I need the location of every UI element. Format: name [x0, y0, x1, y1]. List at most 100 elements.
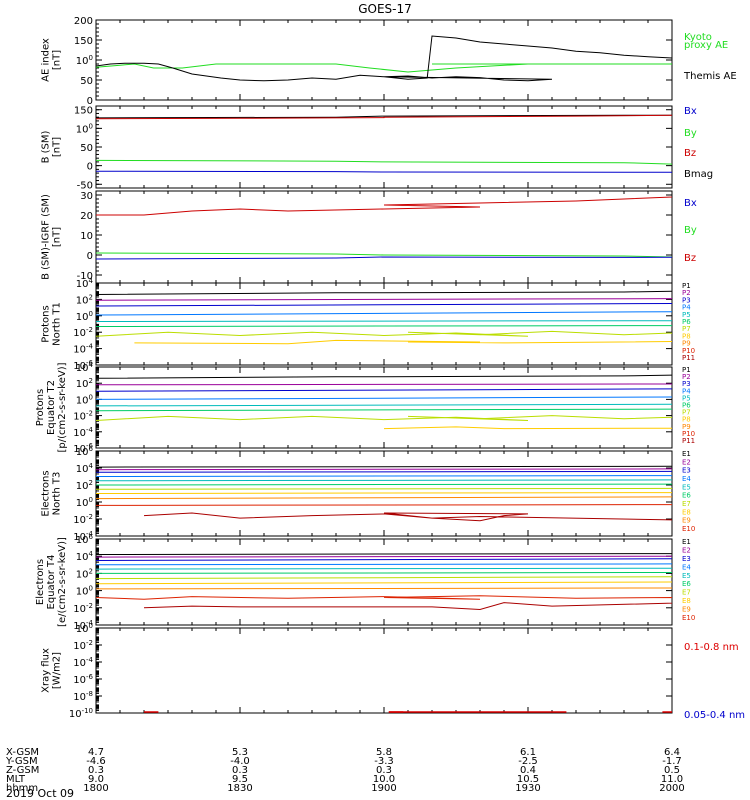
y-tick-label: 50 — [80, 76, 93, 87]
channel-legend: P6 — [682, 402, 691, 410]
channel-legend: E9 — [682, 517, 691, 525]
series-line — [96, 475, 672, 477]
ephemeris-tick-value: 0.3 — [88, 765, 104, 776]
series-line — [96, 479, 672, 482]
y-tick-label: 50 — [80, 143, 93, 154]
legend-entry: 0.1-0.8 nm — [684, 642, 739, 653]
series-line — [96, 487, 672, 490]
series-line — [96, 330, 672, 337]
y-axis-label: AE index — [41, 38, 52, 82]
channel-legend: E7 — [682, 500, 691, 508]
series-line — [96, 415, 672, 421]
series-line — [96, 114, 672, 119]
channel-legend: E4 — [682, 563, 691, 571]
ephemeris-tick-value: 1900 — [371, 783, 396, 794]
legend-entry: By — [684, 225, 697, 236]
series-line — [96, 196, 672, 216]
y-tick-label: 10-6 — [73, 442, 93, 455]
legend-entry: Bmag — [684, 169, 713, 180]
channel-legend: E2 — [682, 458, 691, 466]
series-line — [96, 298, 672, 301]
y-axis-label: Protons — [35, 389, 46, 426]
y-axis-label: Xray flux — [41, 648, 52, 693]
channel-legend: P4 — [682, 387, 691, 395]
channel-legend: E3 — [682, 467, 691, 475]
y-tick-label: 104 — [76, 550, 94, 563]
y-tick-label: 10-2 — [73, 602, 93, 615]
y-axis-label: North T1 — [52, 302, 63, 346]
y-tick-label: 10-2 — [73, 326, 93, 339]
channel-legend: P3 — [682, 296, 691, 304]
data-layer — [96, 553, 672, 611]
ephemeris-tick-value: 2000 — [659, 783, 684, 794]
channel-legend: P11 — [682, 354, 695, 362]
channel-legend: P3 — [682, 380, 691, 388]
y-tick-label: 102 — [76, 293, 93, 306]
legend-entry: Kyoto — [684, 32, 712, 43]
panel-db: -10 0 10 20 30 B (SM)-IGRF (SM) [nT] Bx By Bz — [41, 190, 697, 284]
y-axis-label: Equator T4 — [46, 555, 57, 610]
series-line — [143, 600, 672, 611]
series-line — [96, 465, 672, 468]
y-tick-label: 0 — [87, 96, 93, 107]
series-line — [96, 159, 672, 165]
channel-legend: P6 — [682, 318, 691, 326]
y-axis-label: Electrons — [41, 470, 52, 516]
legend-entry: Themis AE — [683, 71, 737, 82]
series-line — [96, 572, 672, 574]
channel-legend: P2 — [682, 289, 691, 297]
y-axis-label: [W/m2] — [52, 652, 63, 689]
ephemeris-tick-value: -4.0 — [230, 756, 250, 767]
series-line — [383, 426, 672, 430]
series-line — [96, 558, 672, 561]
data-layer — [96, 290, 672, 345]
series-line — [96, 35, 672, 82]
series-line — [96, 595, 672, 600]
date-label: 2019 Oct 09 — [6, 787, 74, 800]
series-line — [96, 504, 672, 506]
channel-legend: P8 — [682, 416, 691, 424]
legend-entry: By — [684, 128, 697, 139]
y-tick-label: 100 — [76, 585, 93, 598]
legend-entry: proxy AE — [684, 40, 728, 51]
panel-frame — [95, 627, 673, 714]
y-tick-label: 10-4 — [73, 530, 93, 543]
panel-frame — [95, 366, 673, 449]
panel-b: -50 0 50 100 150 B (SM) [nT] Bx By Bz Bmag — [41, 105, 713, 191]
series-line — [96, 496, 672, 500]
y-tick-label: 10-2 — [73, 513, 93, 526]
ephemeris-tick-value: 1830 — [227, 783, 252, 794]
legend-entry: Bx — [684, 106, 697, 117]
series-line — [96, 553, 672, 555]
series-line — [96, 383, 672, 386]
y-tick-label: 104 — [76, 361, 94, 374]
channel-legend: E10 — [682, 525, 695, 533]
ephemeris-tick-value: 11.0 — [661, 774, 683, 785]
panel-e_equator: 10-4 10-2 100 102 104 106 Electrons Equator T4[… — [35, 533, 695, 632]
channel-legend: P8 — [682, 332, 691, 340]
data-layer — [96, 196, 672, 260]
y-tick-label: 100 — [76, 310, 93, 323]
ephemeris-tick-value: 0.3 — [232, 765, 248, 776]
series-line — [96, 252, 672, 258]
ephemeris-row-label: MLT — [6, 774, 26, 785]
y-tick-label: 10-4 — [73, 656, 93, 669]
series-line — [96, 576, 672, 580]
y-tick-label: -10 — [77, 271, 93, 282]
ephemeris-row-label: hhmm — [6, 783, 38, 794]
ephemeris-tick-value: 9.0 — [88, 774, 104, 785]
legend-entry: 0.05-0.4 nm — [684, 710, 745, 721]
y-axis-label: [e/(cm2-s-sr-keV)] — [57, 537, 68, 627]
channel-legend: E8 — [682, 597, 691, 605]
channel-legend: P10 — [682, 347, 695, 355]
y-tick-label: 100 — [76, 54, 93, 67]
ephemeris-tick-value: 5.3 — [232, 747, 248, 758]
series-line — [96, 325, 672, 327]
series-line — [96, 303, 672, 307]
y-tick-label: 106 — [76, 533, 94, 546]
series-line — [96, 63, 672, 73]
y-axis-label: [p/(cm2-s-sr-keV)] — [57, 362, 68, 452]
legend-entry: Bz — [684, 253, 696, 264]
